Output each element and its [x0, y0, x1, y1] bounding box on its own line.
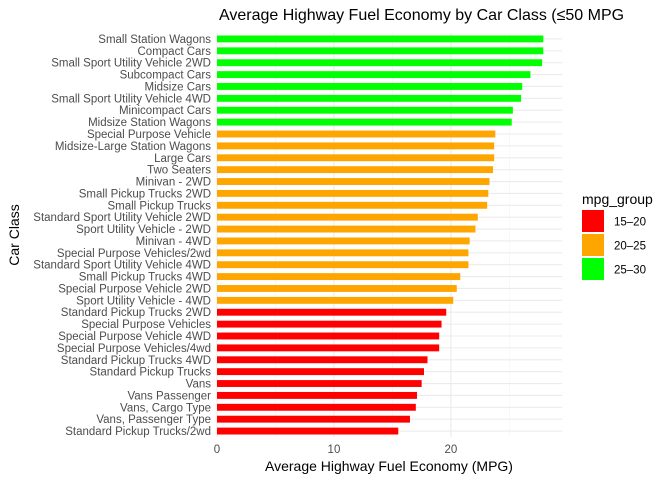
- bar: [217, 35, 544, 43]
- bar: [217, 106, 513, 114]
- y-tick-label: Standard Sport Utility Vehicle 4WD: [33, 260, 211, 272]
- y-tick-label: Two Seaters: [147, 165, 211, 177]
- y-tick-label: Vans: [186, 379, 212, 391]
- bar: [217, 403, 416, 411]
- legend-title: mpg_group: [582, 191, 653, 207]
- x-tick-labels: 0 10 20: [214, 444, 457, 456]
- x-tick-label: 0: [214, 444, 220, 456]
- y-tick-label: Standard Sport Utility Vehicle 2WD: [33, 212, 211, 224]
- bar: [217, 83, 523, 90]
- bar: [217, 273, 461, 281]
- y-tick-label: Large Cars: [154, 153, 211, 165]
- y-tick-label: Compact Cars: [138, 46, 212, 58]
- bar: [217, 285, 457, 292]
- chart-title: Average Highway Fuel Economy by Car Clas…: [219, 7, 624, 24]
- x-tick-label: 20: [444, 444, 457, 456]
- y-tick-label: Minivan - 4WD: [136, 236, 211, 248]
- legend-label: 15–20: [614, 217, 646, 229]
- bar: [217, 213, 478, 221]
- bar: [217, 261, 469, 269]
- y-tick-label: Vans, Cargo Type: [120, 402, 211, 414]
- bar: [217, 94, 522, 102]
- bar: [217, 142, 495, 150]
- y-tick-label: Special Purpose Vehicle 4WD: [58, 331, 211, 343]
- y-tick-label: Small Sport Utility Vehicle 4WD: [51, 93, 211, 105]
- y-tick-label: Small Pickup Trucks 4WD: [79, 272, 211, 284]
- y-tick-label: Midsize-Large Station Wagons: [55, 141, 211, 153]
- legend-label: 20–25: [614, 241, 646, 253]
- y-tick-label: Vans Passenger: [127, 390, 211, 402]
- legend-swatch: [582, 234, 604, 256]
- legend-label: 25–30: [614, 265, 646, 277]
- y-tick-label: Midsize Cars: [145, 81, 212, 93]
- y-tick-label: Special Purpose Vehicles: [81, 319, 211, 331]
- y-tick-label: Sport Utility Vehicle - 4WD: [76, 295, 211, 307]
- y-tick-label: Minicompact Cars: [119, 105, 211, 117]
- grid: [216, 33, 562, 437]
- y-tick-label: Standard Pickup Trucks 2WD: [61, 307, 211, 319]
- bar: [217, 391, 417, 399]
- legend-items: 15–20 20–25 25–30: [582, 210, 646, 280]
- bar: [217, 118, 512, 126]
- y-tick-label: Small Pickup Trucks: [107, 200, 211, 212]
- bar: [217, 59, 543, 67]
- bar: [217, 380, 422, 387]
- y-tick-label: Subcompact Cars: [120, 70, 212, 82]
- bar: [217, 178, 490, 185]
- bar: [217, 249, 469, 257]
- y-tick-label: Special Purpose Vehicle 2WD: [58, 283, 211, 295]
- legend: mpg_group 15–20 20–25 25–30: [582, 191, 653, 280]
- x-axis-label: Average Highway Fuel Economy (MPG): [265, 458, 513, 474]
- bar: [217, 225, 476, 233]
- legend-swatch: [582, 258, 604, 280]
- y-tick-label: Small Station Wagons: [98, 34, 211, 46]
- y-tick-label: Special Purpose Vehicle: [87, 129, 211, 141]
- y-tick-label: Special Purpose Vehicles/4wd: [57, 343, 211, 355]
- bar: [217, 166, 493, 174]
- bar: [217, 332, 440, 340]
- bar: [217, 130, 496, 138]
- y-tick-label: Small Sport Utility Vehicle 2WD: [51, 58, 211, 70]
- bar: [217, 344, 440, 352]
- y-tick-label: Vans, Passenger Type: [96, 414, 211, 426]
- bar: [217, 296, 454, 304]
- y-axis-label: Car Class: [6, 204, 22, 265]
- bar: [217, 71, 531, 79]
- legend-swatch: [582, 210, 604, 232]
- bar: [217, 415, 410, 423]
- y-tick-label: Small Pickup Trucks 2WD: [79, 188, 211, 200]
- bar: [217, 189, 489, 197]
- y-tick-label: Special Purpose Vehicles/2wd: [57, 248, 211, 260]
- bar: [217, 237, 470, 245]
- y-tick-label: Standard Pickup Trucks 4WD: [61, 355, 211, 367]
- y-tick-label: Midsize Station Wagons: [88, 117, 211, 129]
- bar: [217, 201, 488, 209]
- bar: [217, 320, 442, 328]
- bar: [217, 154, 495, 162]
- bar: [217, 427, 399, 435]
- bar: [217, 47, 544, 55]
- y-tick-label: Minivan - 2WD: [136, 177, 211, 189]
- bar: [217, 356, 428, 364]
- bar: [217, 368, 424, 376]
- y-tick-label: Sport Utility Vehicle - 2WD: [76, 224, 211, 236]
- y-tick-label: Standard Pickup Trucks: [90, 367, 212, 379]
- bars: [217, 35, 544, 435]
- y-tick-label: Standard Pickup Trucks/2wd: [65, 426, 211, 438]
- bar: [217, 308, 447, 316]
- x-tick-label: 10: [328, 444, 341, 456]
